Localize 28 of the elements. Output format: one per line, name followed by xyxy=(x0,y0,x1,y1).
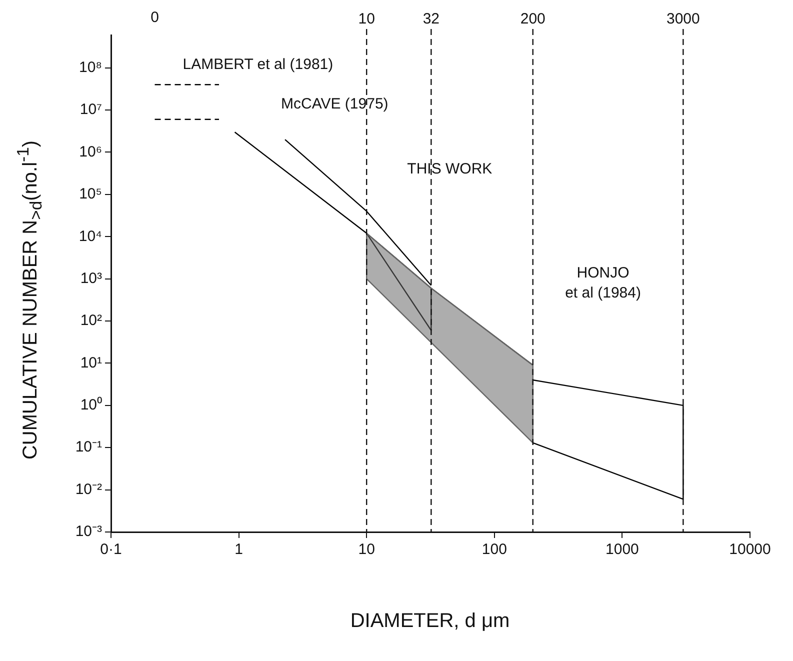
y-tick-label: 10⁻² xyxy=(75,480,102,498)
y-tick-label: 10³ xyxy=(80,270,102,287)
ref-line-label: 3000 xyxy=(666,10,700,28)
annotation: LAMBERT et al (1981) xyxy=(182,56,334,73)
x-tick-label: 100 xyxy=(482,541,507,558)
y-tick-label: 10⁻³ xyxy=(75,523,102,540)
y-tick-label: 10² xyxy=(80,312,102,330)
x-tick-label: 1000 xyxy=(606,541,639,558)
y-tick-label: 10⁴ xyxy=(78,228,102,245)
y-tick-label: 10⁸ xyxy=(78,58,102,76)
ref-line-label: 200 xyxy=(520,10,546,28)
annotation: HONJO et al (1984) xyxy=(565,264,641,302)
y-tick-label: 10¹ xyxy=(80,354,102,372)
y-tick-label: 10⁶ xyxy=(79,143,102,160)
x-tick-label: 1 xyxy=(234,541,243,558)
x-tick-label: 10000 xyxy=(729,541,771,558)
annotation: McCAVE (1975) xyxy=(281,96,388,113)
y-tick-label: 10⁵ xyxy=(79,186,102,203)
ref-line-label: 10 xyxy=(358,10,375,28)
y-tick-label: 10⁻¹ xyxy=(75,438,102,456)
x-tick-label: 0·1 xyxy=(100,541,122,558)
ref-line-label: 32 xyxy=(422,10,440,28)
text: 0 xyxy=(150,8,159,26)
x-axis-title: DIAMETER, d μm xyxy=(350,610,510,633)
y-tick-label: 10⁷ xyxy=(80,101,102,118)
y-tick-label: 10⁰ xyxy=(80,396,102,414)
annotation: THIS WORK xyxy=(407,160,492,178)
x-tick-label: 10 xyxy=(358,541,375,558)
